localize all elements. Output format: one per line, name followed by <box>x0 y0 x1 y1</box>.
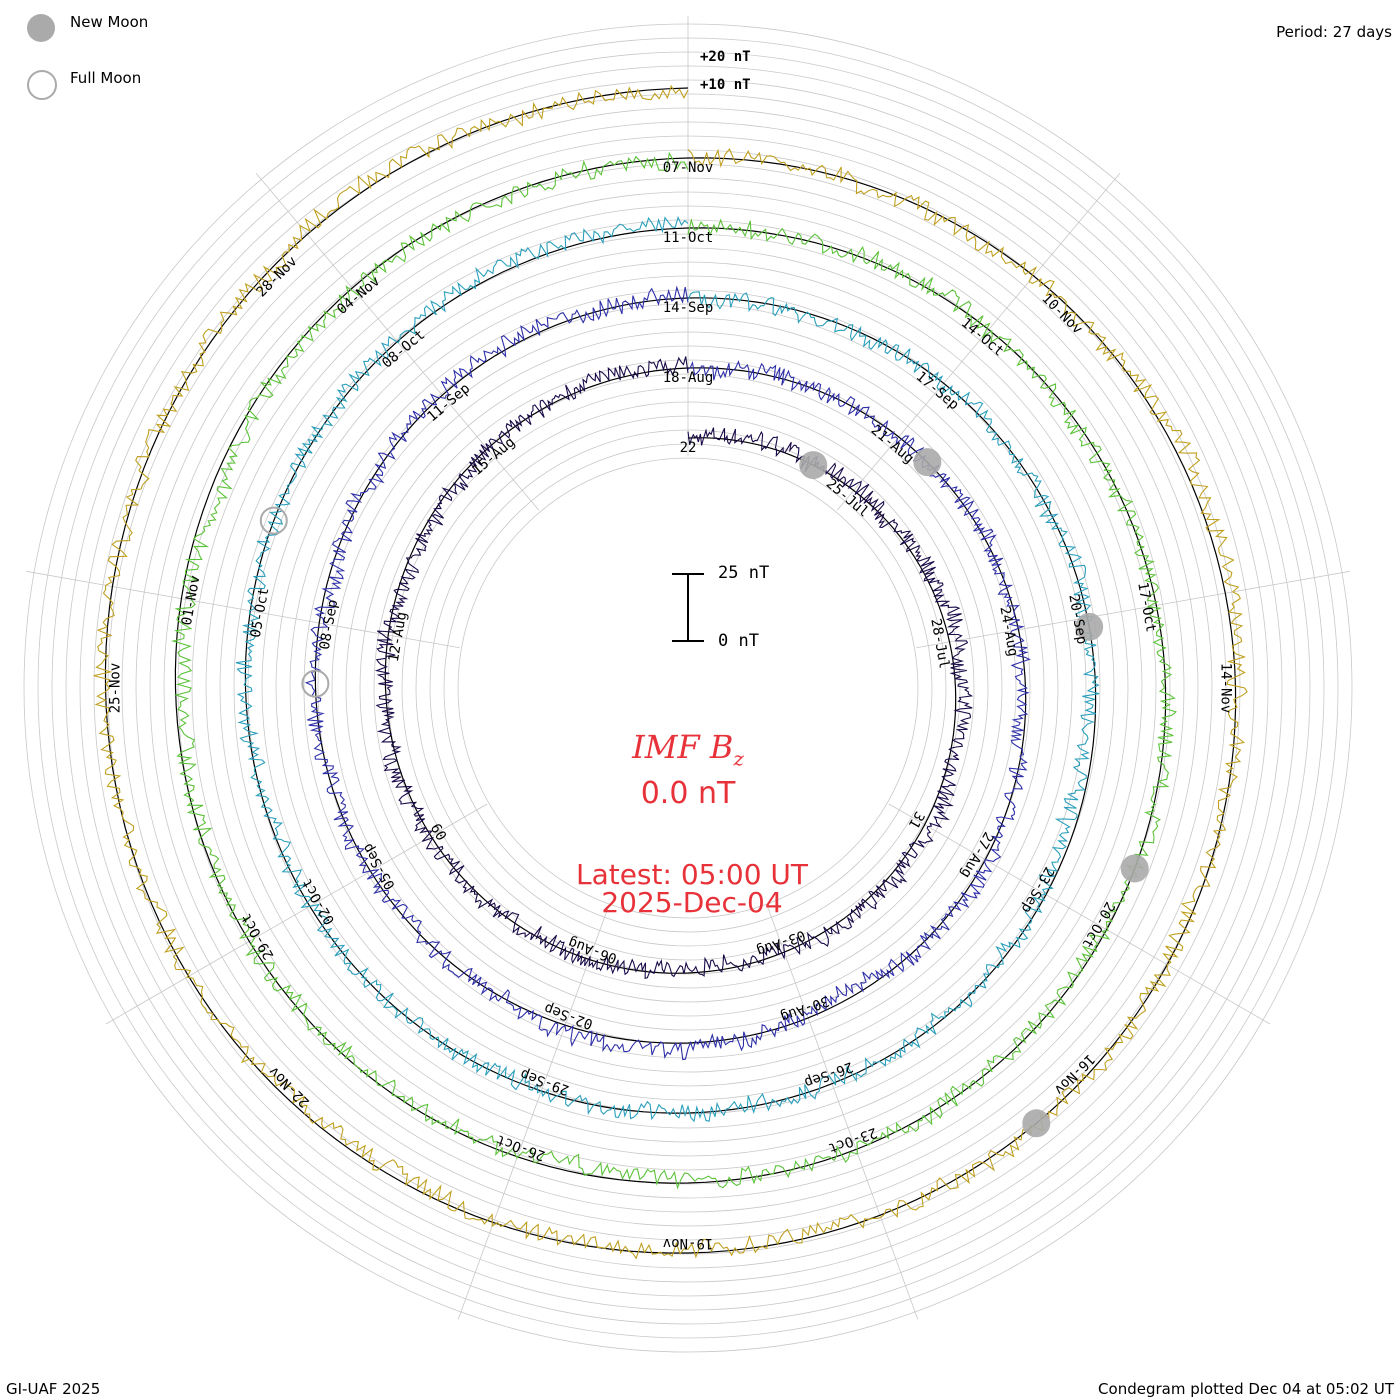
bz-traces <box>93 84 1248 1260</box>
full-moon-marker <box>301 669 330 698</box>
new-moon-marker <box>1120 854 1149 883</box>
day-spokes <box>26 16 1350 1320</box>
date-label: 14-Sep <box>663 300 714 316</box>
date-label: 24-Aug <box>996 605 1021 658</box>
grid-ring <box>457 457 919 919</box>
bz-trace-0 <box>374 356 974 979</box>
moon-markers <box>259 448 1149 1138</box>
date-label: 21-Aug <box>868 422 917 467</box>
scale-top-label: 25 nT <box>718 563 770 583</box>
date-label: 26-Sep <box>802 1058 855 1090</box>
day-spoke <box>916 570 1350 649</box>
zero-baseline-spiral <box>104 87 1237 1254</box>
date-label: 31 <box>905 808 927 831</box>
zero-spiral-path <box>104 87 1237 1254</box>
bz-trace-1 <box>304 285 1031 1061</box>
imf-title-sub: z <box>733 746 744 771</box>
date-label: 18-Aug <box>663 370 714 386</box>
new-moon-marker <box>913 448 942 477</box>
new-moon-marker <box>1075 612 1104 641</box>
day-spoke <box>457 905 610 1320</box>
date-label: 22 <box>680 440 697 456</box>
date-label: 02-Sep <box>542 1000 595 1032</box>
date-label: 14-Nov <box>1218 663 1234 714</box>
imf-title: IMF Bz <box>0 728 1388 770</box>
date-label: 28-Nov <box>253 253 300 300</box>
date-label: 19-Nov <box>663 1235 714 1251</box>
full-moon-marker <box>259 506 288 535</box>
day-spoke <box>766 905 919 1320</box>
date-label: 09 <box>429 820 451 843</box>
bz-trace-4 <box>93 84 1248 1260</box>
bz-trace-3 <box>170 151 1178 1190</box>
imf-value: 0.0 nT <box>640 776 736 811</box>
date-label: 28-Jul <box>927 617 952 670</box>
ring-labels: +20 nT +10 nT <box>700 49 751 93</box>
ring-label: +10 nT <box>700 77 751 93</box>
new-moon-marker <box>1022 1109 1051 1138</box>
bz-trace-2 <box>235 215 1100 1123</box>
new-moon-legend-label: New Moon <box>70 13 149 31</box>
day-spoke <box>888 803 1271 1025</box>
full-moon-legend-icon <box>27 70 57 100</box>
date-label: 26-Oct <box>494 1131 547 1163</box>
day-spoke <box>26 570 460 649</box>
latest-date: 2025-Dec-04 <box>601 886 783 919</box>
scale-bottom-label: 0 nT <box>718 631 759 651</box>
latest-time: Latest: 05:00 UT <box>575 858 809 891</box>
date-label: 25-Nov <box>108 663 124 714</box>
plotted-timestamp: Condegram plotted Dec 04 at 05:02 UT <box>1098 1380 1394 1398</box>
date-label: 07-Nov <box>663 160 714 176</box>
credit-label: GI-UAF 2025 <box>6 1380 101 1398</box>
imf-title-main: IMF B <box>632 728 734 766</box>
full-moon-legend-label: Full Moon <box>70 69 142 87</box>
date-label: 11-Oct <box>663 230 714 246</box>
scale-bar <box>672 573 704 642</box>
new-moon-legend-icon <box>27 14 55 42</box>
new-moon-marker <box>799 451 828 480</box>
ring-label: +20 nT <box>700 49 751 65</box>
period-label: Period: 27 days <box>1276 23 1392 41</box>
day-spoke <box>836 172 1121 511</box>
date-label: 06-Aug <box>566 934 619 966</box>
